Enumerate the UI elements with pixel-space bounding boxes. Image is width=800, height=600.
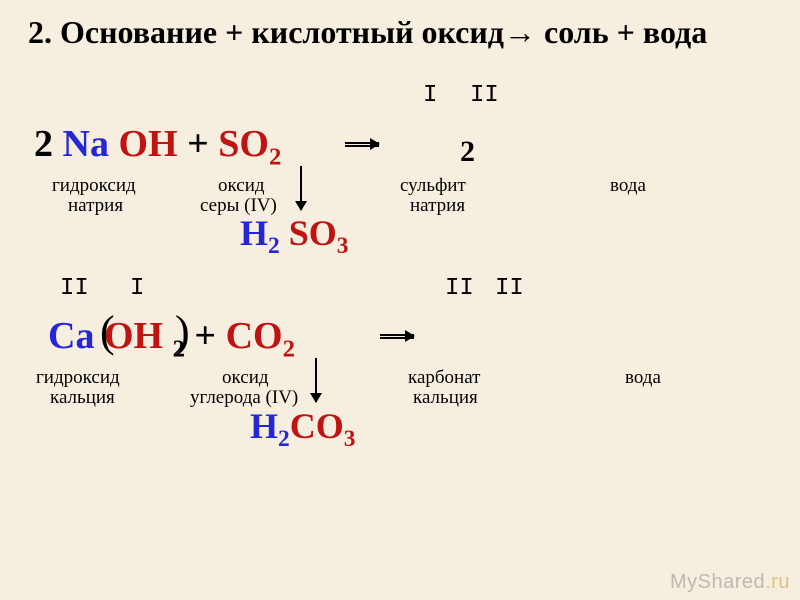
eq2-acid-anion-sub: 3 — [344, 426, 356, 452]
eq2-plus: + — [194, 315, 225, 357]
eq1-acid-anion: SO — [289, 213, 337, 253]
eq1-down-arrow-icon — [300, 166, 302, 210]
eq1-plus: + — [187, 123, 218, 165]
eq1-desc-salt-1: сульфит — [400, 176, 466, 197]
eq1-acid-h-sub: 2 — [268, 233, 280, 259]
eq1-desc-base-1: гидроксид — [52, 176, 136, 197]
eq1-desc-water: вода — [610, 176, 646, 197]
eq1-arrow-icon — [345, 145, 379, 147]
roman-II-left: II — [60, 275, 89, 302]
watermark: MyShared.ru — [670, 571, 790, 594]
eq1-oxide-el: SO — [218, 123, 269, 165]
eq2-oxide-el: CO — [226, 315, 283, 357]
eq2-desc-base-2: кальция — [50, 388, 115, 409]
eq2-arrow-icon — [380, 337, 414, 339]
equation-1: 2 Na OH + SO2 — [34, 122, 281, 172]
page-title: 2. Основание + кислотный оксид→ соль + в… — [28, 14, 707, 51]
eq2-desc-salt-2: кальция — [413, 388, 478, 409]
eq1-acid: H2 SO3 — [240, 212, 348, 260]
eq2-paren-l: ( — [100, 306, 115, 357]
eq2-desc-water: вода — [625, 368, 661, 389]
eq2-desc-base-1: гидроксид — [36, 368, 120, 389]
eq2-desc-oxide-1: оксид — [222, 368, 269, 389]
equation-2: Ca OH 2 + CO2 — [48, 314, 295, 364]
eq2-metal: Ca — [48, 315, 94, 357]
eq1-coeff: 2 — [34, 123, 53, 165]
eq2-acid-h-sub: 2 — [278, 426, 290, 452]
title-number: 2. — [28, 14, 52, 50]
eq1-oxide-sub: 2 — [269, 144, 281, 171]
eq1-acid-anion-sub: 3 — [337, 233, 349, 259]
eq1-desc-salt-2: натрия — [410, 196, 465, 217]
roman-II-top: II — [470, 82, 499, 109]
eq2-acid-anion: CO — [290, 406, 344, 446]
roman-I-left: I — [130, 275, 144, 302]
eq2-oxide-sub: 2 — [283, 336, 295, 363]
title-text: Основание + кислотный оксид→ соль + вода — [52, 14, 707, 50]
roman-II-r2: II — [495, 275, 524, 302]
eq2-desc-salt-1: карбонат — [408, 368, 480, 389]
watermark-accent: .ru — [765, 571, 790, 593]
roman-I-top: I — [423, 82, 437, 109]
eq1-metal: Na — [63, 123, 109, 165]
eq1-oh: OH — [118, 123, 177, 165]
eq2-down-arrow-icon — [315, 358, 317, 402]
roman-II-r1: II — [445, 275, 474, 302]
watermark-main: MyShared — [670, 571, 765, 593]
eq1-desc-oxide-1: оксид — [218, 176, 265, 197]
eq1-prod-coeff: 2 — [460, 135, 475, 169]
eq2-acid-h: H — [250, 406, 278, 446]
eq1-desc-base-2: натрия — [68, 196, 123, 217]
eq2-acid: H2CO3 — [250, 405, 355, 453]
eq2-paren-r: ) — [175, 306, 190, 357]
eq1-acid-h: H — [240, 213, 268, 253]
